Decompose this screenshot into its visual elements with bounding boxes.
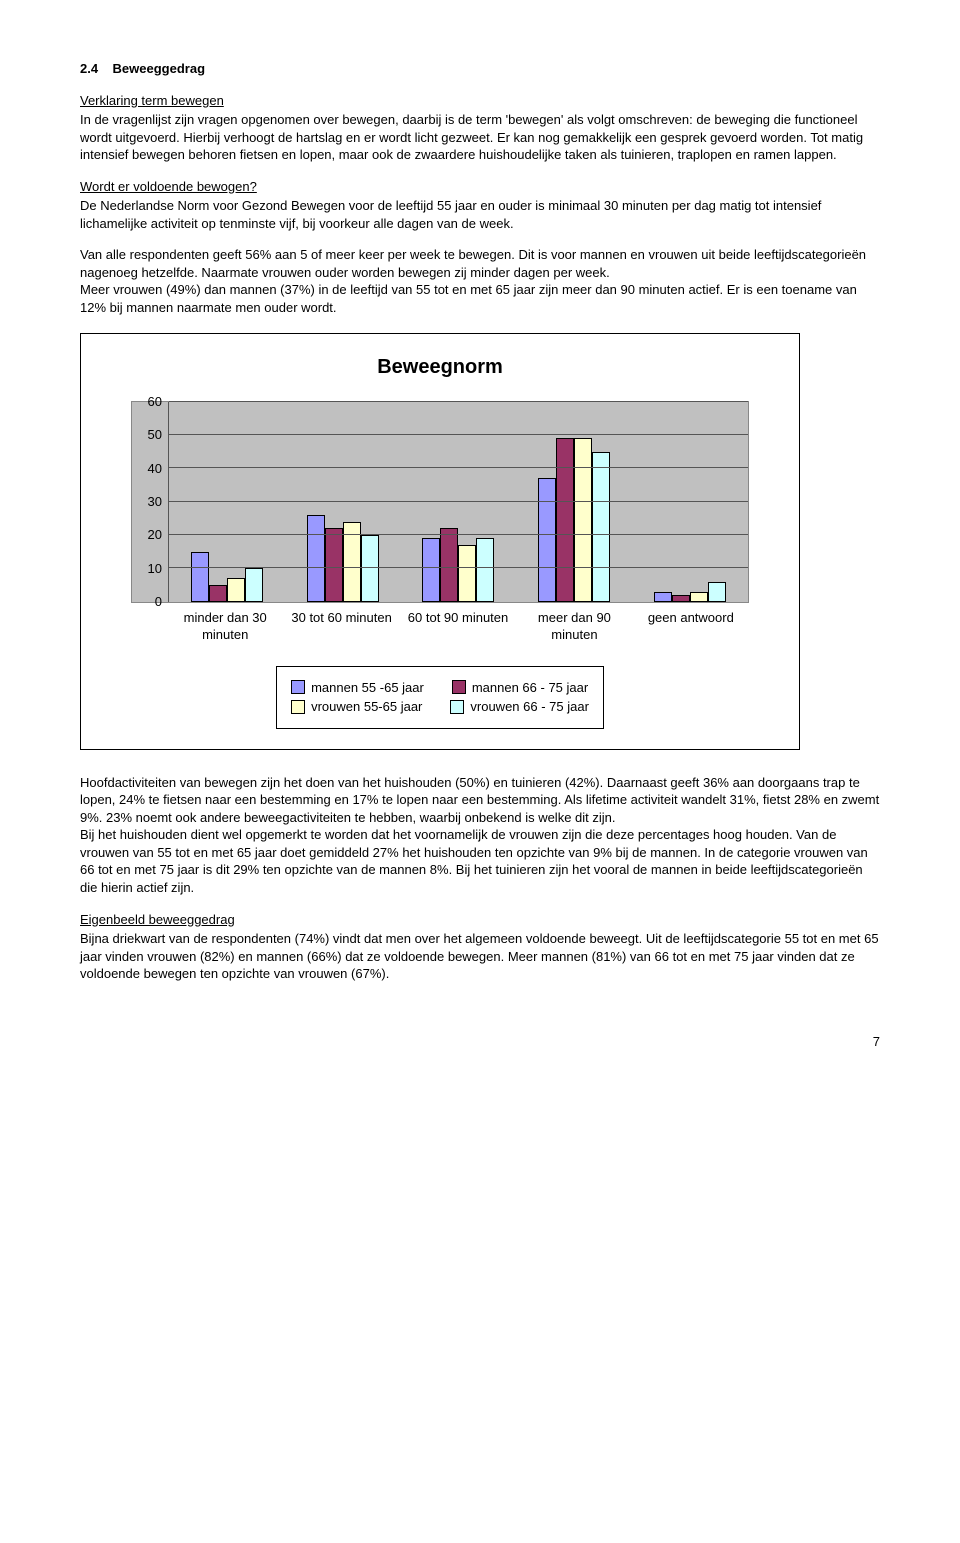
legend-row: mannen 55 -65 jaar mannen 66 - 75 jaar: [291, 679, 589, 697]
legend-swatch: [291, 700, 305, 714]
bar: [245, 568, 263, 601]
paragraph: Hoofdactiviteiten van bewegen zijn het d…: [80, 774, 880, 827]
subheading-verklaring: Verklaring term bewegen: [80, 92, 880, 110]
paragraph: Bij het huishouden dient wel opgemerkt t…: [80, 826, 880, 896]
x-tick-label: geen antwoord: [633, 609, 749, 644]
bar: [592, 452, 610, 602]
bar: [538, 478, 556, 601]
y-tick-label: 30: [148, 493, 162, 511]
subheading-voldoende: Wordt er voldoende bewogen?: [80, 178, 880, 196]
chart-legend: mannen 55 -65 jaarmannen 66 - 75 jaarvro…: [276, 666, 604, 729]
gridline: [169, 434, 748, 435]
legend-label: vrouwen 66 - 75 jaar: [470, 698, 589, 716]
legend-swatch: [291, 680, 305, 694]
bar: [556, 438, 574, 601]
y-axis: 6050403020100: [132, 402, 168, 602]
y-tick-label: 60: [148, 393, 162, 411]
bar: [361, 535, 379, 602]
section-title: Beweeggedrag: [113, 61, 205, 76]
section-heading: 2.4 Beweeggedrag: [80, 60, 880, 78]
legend-label: mannen 66 - 75 jaar: [472, 679, 588, 697]
gridline: [169, 467, 748, 468]
bar: [690, 592, 708, 602]
legend-row: vrouwen 55-65 jaar vrouwen 66 - 75 jaar: [291, 698, 589, 716]
legend-item: vrouwen 66 - 75 jaar: [450, 698, 589, 716]
x-tick-label: meer dan 90 minuten: [516, 609, 632, 644]
bar: [191, 552, 209, 602]
paragraph: Meer vrouwen (49%) dan mannen (37%) in d…: [80, 281, 880, 316]
chart-title: Beweegnorm: [131, 354, 749, 381]
bar: [307, 515, 325, 602]
x-tick-label: 30 tot 60 minuten: [283, 609, 399, 644]
bar: [476, 538, 494, 601]
bar-group: [285, 402, 401, 602]
legend-item: mannen 55 -65 jaar: [291, 679, 424, 697]
bar-group: [632, 402, 748, 602]
paragraph: De Nederlandse Norm voor Gezond Bewegen …: [80, 197, 880, 232]
section-number: 2.4: [80, 61, 98, 76]
bar: [440, 528, 458, 601]
bar: [325, 528, 343, 601]
bar: [209, 585, 227, 602]
chart-plot: 6050403020100: [131, 401, 749, 603]
plot-area: [168, 402, 748, 602]
y-tick-label: 10: [148, 559, 162, 577]
y-tick-label: 20: [148, 526, 162, 544]
legend-item: vrouwen 55-65 jaar: [291, 698, 422, 716]
bar: [458, 545, 476, 602]
gridline: [169, 567, 748, 568]
legend-label: mannen 55 -65 jaar: [311, 679, 424, 697]
subheading-eigenbeeld: Eigenbeeld beweeggedrag: [80, 911, 880, 929]
bar-group: [516, 402, 632, 602]
y-tick-label: 0: [155, 593, 162, 611]
bar: [227, 578, 245, 601]
legend-swatch: [450, 700, 464, 714]
legend-swatch: [452, 680, 466, 694]
bar: [574, 438, 592, 601]
x-tick-label: 60 tot 90 minuten: [400, 609, 516, 644]
bar: [672, 595, 690, 602]
x-axis-labels: minder dan 30 minuten30 tot 60 minuten60…: [167, 609, 749, 644]
y-tick-label: 50: [148, 426, 162, 444]
y-tick-label: 40: [148, 459, 162, 477]
page-number: 7: [80, 1033, 880, 1051]
legend-label: vrouwen 55-65 jaar: [311, 698, 422, 716]
gridline: [169, 401, 748, 402]
legend-item: mannen 66 - 75 jaar: [452, 679, 588, 697]
bar: [708, 582, 726, 602]
gridline: [169, 501, 748, 502]
paragraph: In de vragenlijst zijn vragen opgenomen …: [80, 111, 880, 164]
chart-container: Beweegnorm 60 50 40 30 20 10 0 minder dan 30 m…: [80, 333, 800, 750]
x-tick-label: minder dan 30 minuten: [167, 609, 283, 644]
bar-groups: [169, 402, 748, 602]
gridline: [169, 534, 748, 535]
paragraph: Van alle respondenten geeft 56% aan 5 of…: [80, 246, 880, 281]
bar: [654, 592, 672, 602]
bar-group: [401, 402, 517, 602]
paragraph: Bijna driekwart van de respondenten (74%…: [80, 930, 880, 983]
bar-group: [169, 402, 285, 602]
bar: [422, 538, 440, 601]
